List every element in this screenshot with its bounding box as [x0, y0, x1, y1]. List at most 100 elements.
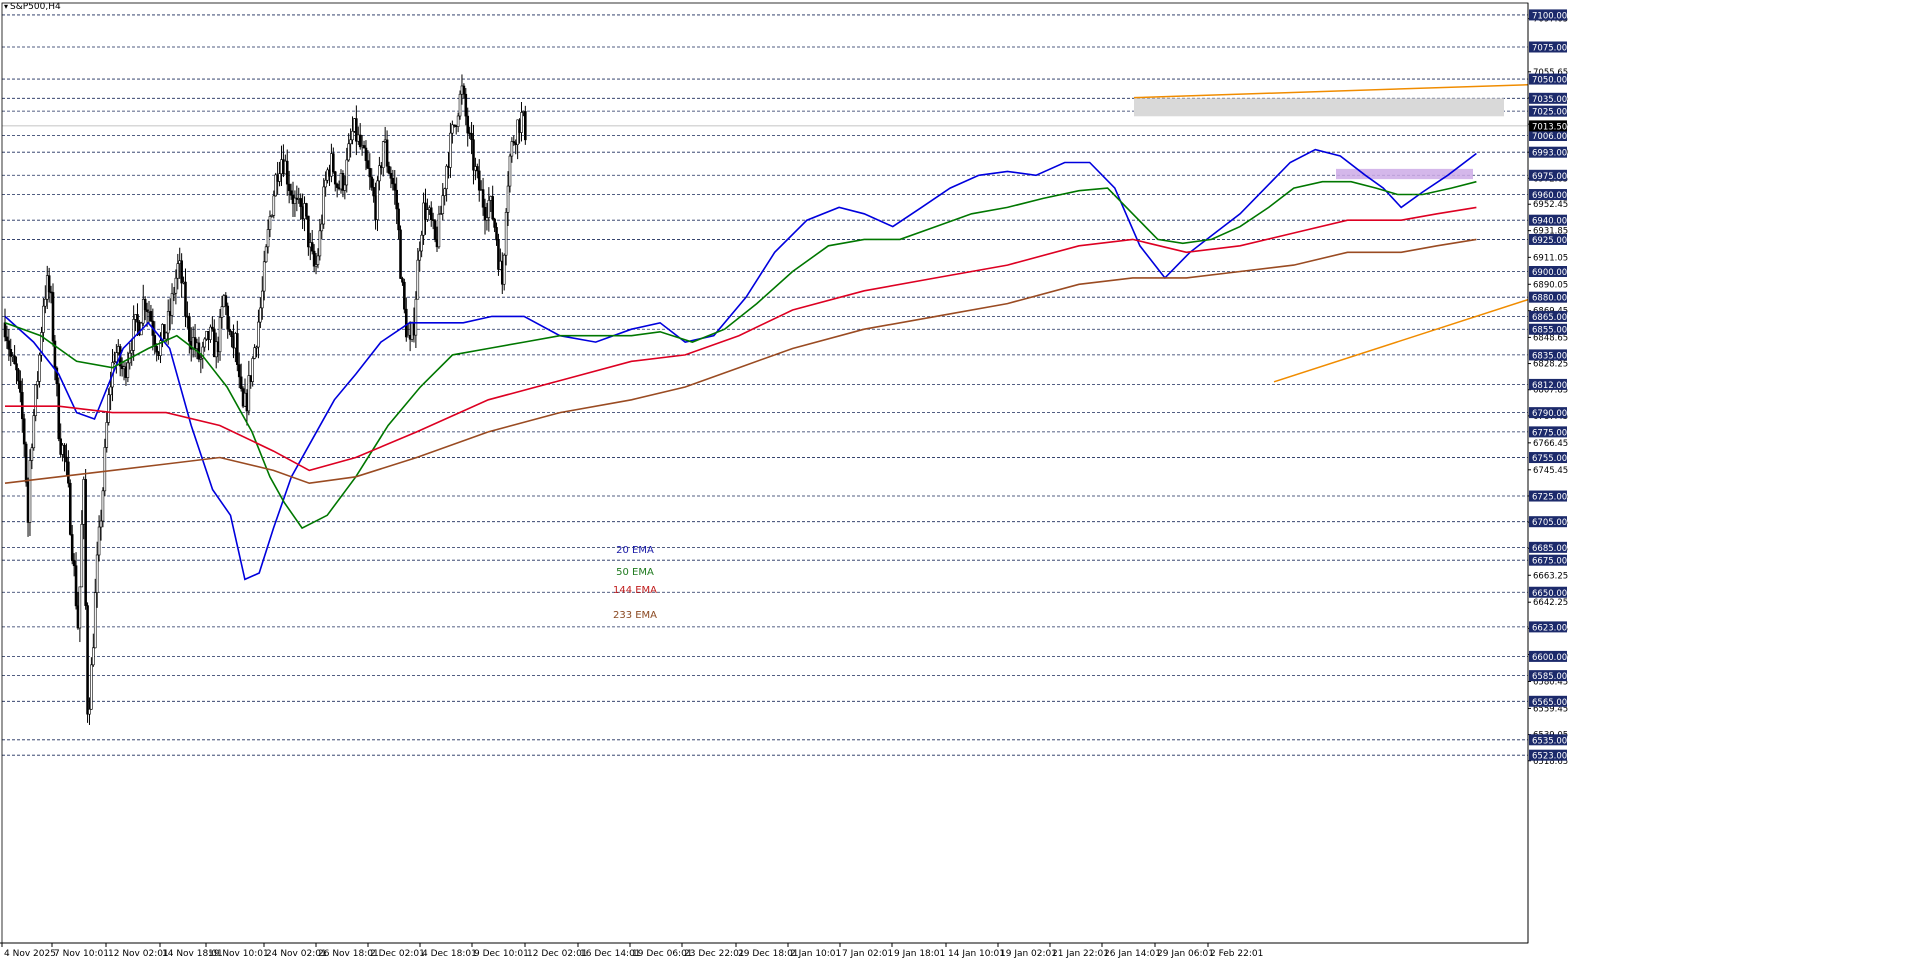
candle-up: [420, 234, 423, 252]
time-tick-label: 29 Jan 06:01: [1157, 949, 1214, 959]
candle-up: [209, 326, 212, 340]
time-tick-label: 29 Dec 18:01: [738, 949, 799, 959]
candle-up: [443, 188, 446, 196]
price-level-label: 6960.00: [1532, 191, 1567, 201]
price-level-label: 7075.00: [1532, 43, 1567, 53]
price-level-badge: [1529, 266, 1567, 278]
price-level-badge: [1529, 426, 1567, 438]
candle-up: [343, 184, 347, 191]
candle-down: [228, 328, 231, 332]
candle-down: [391, 177, 395, 185]
candle-up: [34, 384, 38, 416]
time-tick-label: 26 Nov 18:01: [318, 949, 379, 959]
price-level-label: 6900.00: [1532, 268, 1567, 278]
candle-down: [372, 187, 375, 197]
candle-up: [88, 708, 91, 715]
price-tick-label: 6518.65: [1533, 757, 1568, 767]
candle-down: [47, 275, 51, 293]
price-level-label: 6855.00: [1532, 326, 1567, 336]
time-tick-label: 14 Nov 18:01: [162, 949, 223, 959]
demand-zone: [1336, 168, 1473, 180]
candle-up: [439, 213, 443, 215]
symbol-label[interactable]: ▾ S&P500,H4: [4, 2, 61, 12]
candle-down: [387, 165, 391, 174]
candle-up: [38, 354, 41, 382]
candle-up: [451, 124, 454, 134]
price-level-badge: [1529, 407, 1567, 419]
candle-down: [55, 367, 59, 385]
price-tick-label: 6848.65: [1533, 333, 1568, 343]
time-tick-label: 2 Feb 22:01: [1210, 949, 1263, 959]
price-level-label: 6993.00: [1532, 149, 1567, 159]
candle-down: [239, 376, 243, 389]
candle-down: [305, 203, 308, 217]
price-tick-label: 6952.45: [1533, 200, 1568, 210]
candle-up: [170, 293, 174, 316]
candle-down: [341, 173, 345, 191]
candle-up: [260, 290, 264, 309]
time-tick-label: 9 Jan 18:01: [894, 949, 945, 959]
price-level-label: 7050.00: [1532, 76, 1567, 86]
candle-down: [63, 444, 66, 458]
candle-up: [347, 143, 350, 161]
candle-up: [508, 155, 512, 187]
time-tick-label: 19 Dec 06:01: [632, 949, 693, 959]
candle-up: [268, 216, 272, 230]
candle-up: [30, 447, 34, 461]
ema-lines: [4, 148, 1477, 581]
candle-down: [19, 380, 22, 393]
candle-up: [437, 213, 441, 248]
candle-up: [253, 347, 256, 359]
candle-down: [136, 314, 139, 323]
candle-down: [72, 560, 76, 567]
candle-up: [376, 180, 379, 220]
candle-up: [95, 554, 99, 593]
price-tick-label: 6559.45: [1533, 704, 1568, 714]
candle-down: [285, 160, 289, 185]
candle-up: [318, 230, 322, 257]
candle-down: [429, 207, 433, 221]
price-level-label: 6865.00: [1532, 313, 1567, 323]
price-level-label: 6975.00: [1532, 172, 1567, 182]
candle-up: [322, 186, 326, 225]
candle-down: [163, 324, 166, 340]
candle-up: [278, 173, 281, 182]
price-level-badge: [1529, 516, 1567, 528]
price-level-label: 6675.00: [1532, 557, 1567, 567]
time-tick-label: 12 Dec 02:01: [527, 949, 588, 959]
symbol-dropdown-icon[interactable]: ▾: [4, 2, 9, 11]
price-level-badge: [1529, 214, 1567, 226]
candle-down: [65, 456, 68, 463]
candle-up: [416, 259, 420, 300]
price-zones: [1134, 98, 1504, 180]
legend-label-50-ema: 50 EMA: [616, 567, 654, 578]
candle-up: [293, 197, 297, 204]
candle-down: [15, 363, 18, 371]
candle-up: [378, 165, 381, 182]
price-level-label: 6523.00: [1532, 752, 1567, 762]
time-tick-label: 19 Jan 02:01: [1000, 949, 1057, 959]
candle-down: [470, 133, 473, 141]
candle-up: [487, 200, 491, 218]
price-level-badge: [1529, 41, 1567, 53]
price-level-label: 6685.00: [1532, 544, 1567, 554]
candle-down: [67, 461, 70, 484]
candle-up: [510, 141, 514, 157]
symbol-text: S&P500,H4: [10, 2, 61, 12]
price-level-label: 7035.00: [1532, 95, 1567, 105]
price-tick-label: 6828.25: [1533, 360, 1568, 370]
candle-up: [270, 215, 274, 217]
candle-down: [497, 239, 500, 270]
ema-line-50: [4, 180, 1477, 530]
price-level-badge: [1529, 130, 1567, 142]
candle-down: [433, 220, 437, 240]
candle-down: [452, 124, 456, 127]
legend-label-20-ema: 20 EMA: [616, 545, 654, 556]
candle-down: [3, 322, 7, 338]
candle-up: [32, 415, 36, 449]
candle-down: [74, 565, 78, 607]
price-tick-label: 6580.45: [1533, 677, 1568, 687]
